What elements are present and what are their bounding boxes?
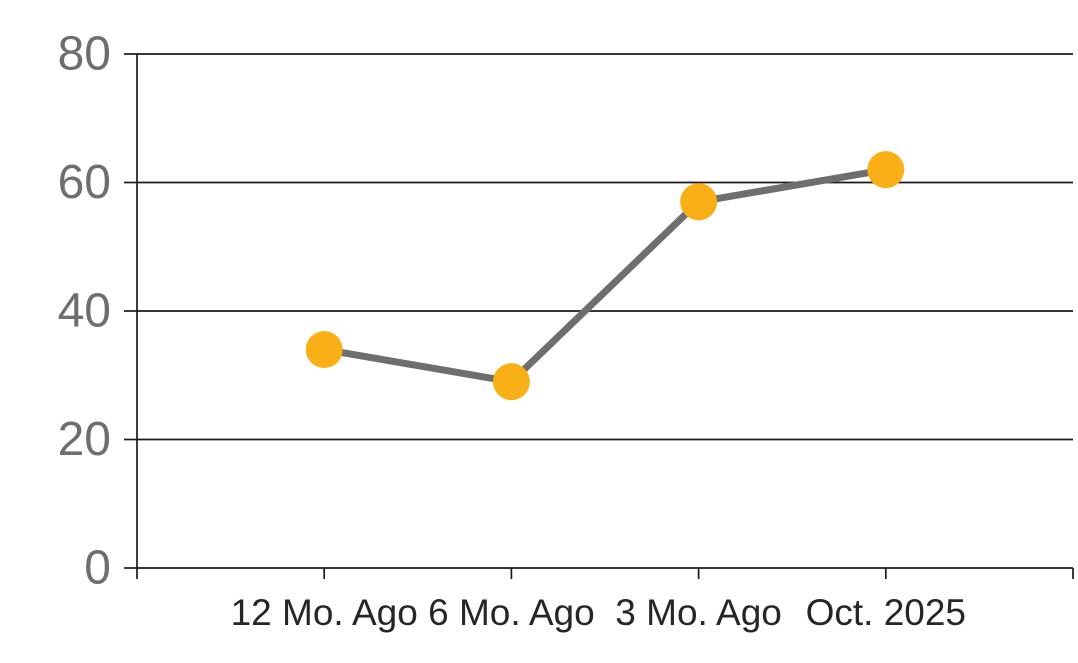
data-point-marker <box>680 183 718 221</box>
y-tick-label: 80 <box>58 28 111 81</box>
x-category-label: Oct. 2025 <box>806 592 966 633</box>
x-category-label: 3 Mo. Ago <box>615 592 782 633</box>
y-tick-label: 0 <box>84 542 111 595</box>
data-point-marker <box>492 363 530 401</box>
x-category-label: 12 Mo. Ago <box>231 592 418 633</box>
y-tick-label: 60 <box>58 156 111 209</box>
y-tick-label: 40 <box>58 285 111 338</box>
data-point-marker <box>305 331 343 369</box>
x-category-label: 6 Mo. Ago <box>428 592 595 633</box>
data-point-marker <box>867 151 905 189</box>
series-line <box>320 166 890 386</box>
y-tick-label: 20 <box>58 413 111 466</box>
